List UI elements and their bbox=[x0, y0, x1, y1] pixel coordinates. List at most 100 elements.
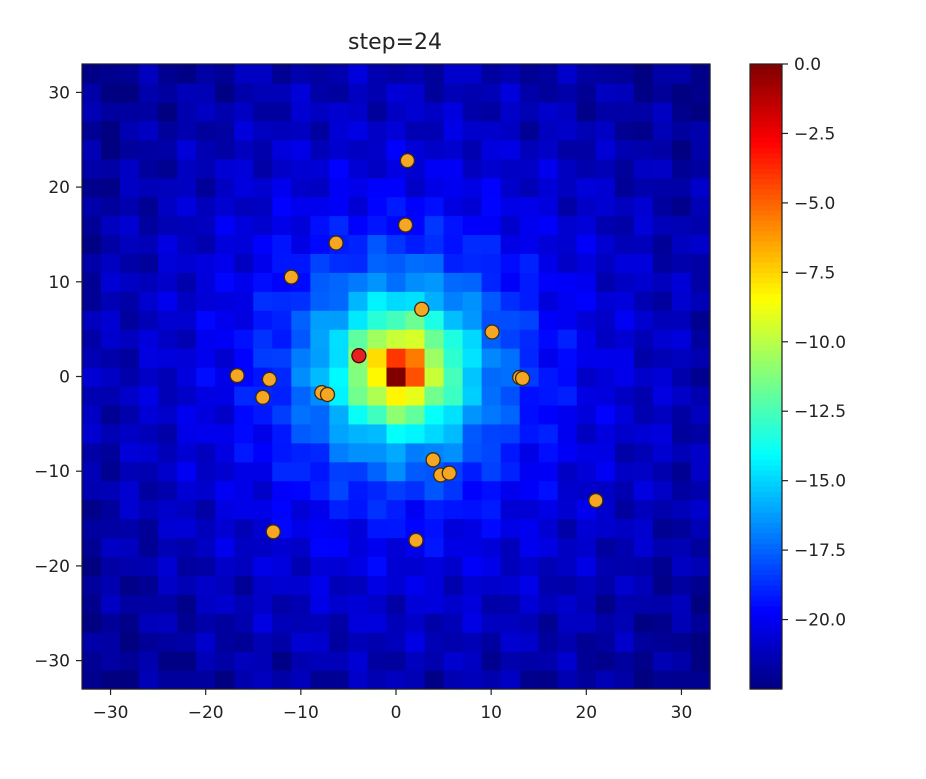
heatmap-cell bbox=[291, 215, 311, 236]
heatmap-cell bbox=[158, 613, 178, 633]
heatmap-cell bbox=[462, 158, 483, 179]
heatmap-cell bbox=[120, 385, 140, 406]
heatmap-cell bbox=[405, 632, 426, 652]
heatmap-cell bbox=[348, 613, 369, 633]
heatmap-cell bbox=[215, 480, 235, 501]
heatmap-cell bbox=[291, 196, 311, 217]
heatmap-cell bbox=[576, 120, 597, 141]
heatmap-cell bbox=[101, 613, 121, 633]
heatmap-cell bbox=[177, 120, 197, 141]
colorbar-segment bbox=[750, 162, 782, 169]
heatmap-cell bbox=[139, 367, 159, 387]
heatmap-cell bbox=[234, 310, 254, 330]
heatmap-cell bbox=[139, 234, 159, 254]
heatmap-cell bbox=[443, 177, 464, 198]
heatmap-cell bbox=[367, 594, 388, 614]
heatmap-cell bbox=[614, 461, 635, 482]
heatmap-cell bbox=[576, 594, 597, 614]
heatmap-cell bbox=[367, 177, 388, 198]
heatmap-cell bbox=[329, 253, 350, 273]
heatmap-cell bbox=[101, 310, 121, 330]
heatmap-cell bbox=[120, 651, 140, 671]
heatmap-cell bbox=[101, 594, 121, 614]
colorbar-segment bbox=[750, 511, 782, 518]
heatmap-cell bbox=[82, 632, 102, 652]
heatmap-cell bbox=[386, 613, 407, 633]
heatmap-cell bbox=[234, 518, 254, 539]
heatmap-cell bbox=[614, 670, 635, 690]
heatmap-cell bbox=[443, 442, 464, 463]
heatmap-cell bbox=[215, 177, 235, 198]
heatmap-cell bbox=[196, 537, 216, 558]
heatmap-cell bbox=[101, 632, 121, 652]
heatmap-cell bbox=[595, 139, 616, 160]
heatmap-cell bbox=[386, 575, 407, 595]
heatmap-cell bbox=[310, 442, 330, 463]
heatmap-cell bbox=[595, 442, 616, 463]
heatmap-cell bbox=[538, 272, 559, 292]
heatmap-cell bbox=[424, 518, 445, 539]
heatmap-cell bbox=[253, 101, 273, 122]
heatmap-cell bbox=[500, 480, 521, 501]
heatmap-cell bbox=[272, 177, 292, 198]
colorbar-segment bbox=[750, 324, 782, 331]
colorbar-segment bbox=[750, 647, 782, 654]
heatmap-cell bbox=[386, 253, 407, 273]
scatter-points bbox=[229, 152, 604, 548]
heatmap-cell bbox=[139, 670, 159, 690]
heatmap-cell bbox=[614, 537, 635, 558]
colorbar-segment bbox=[750, 579, 782, 586]
heatmap-cell bbox=[291, 158, 311, 179]
heatmap-cell bbox=[671, 651, 692, 671]
heatmap-cell bbox=[367, 329, 388, 349]
heatmap-cell bbox=[633, 537, 654, 558]
heatmap-cell bbox=[557, 632, 578, 652]
heatmap-cell bbox=[177, 101, 197, 122]
scatter-point bbox=[484, 324, 500, 340]
heatmap-cell bbox=[196, 329, 216, 349]
heatmap-cell bbox=[633, 158, 654, 179]
heatmap-cell bbox=[120, 64, 140, 84]
colorbar-segment bbox=[750, 246, 782, 253]
heatmap-cell bbox=[82, 404, 102, 425]
colorbar-segment bbox=[750, 595, 782, 602]
heatmap-cell bbox=[348, 158, 369, 179]
heatmap-cell bbox=[310, 82, 330, 103]
colorbar-segment bbox=[750, 261, 782, 268]
heatmap-cell bbox=[310, 367, 330, 387]
heatmap-cell bbox=[462, 404, 483, 425]
heatmap-cell bbox=[234, 632, 254, 652]
heatmap-cell bbox=[291, 404, 311, 425]
heatmap-cell bbox=[557, 348, 578, 368]
heatmap-cell bbox=[158, 442, 178, 463]
heatmap-cell bbox=[614, 64, 635, 84]
heatmap-cell bbox=[462, 480, 483, 501]
heatmap-cell bbox=[177, 670, 197, 690]
colorbar-segment bbox=[750, 465, 782, 471]
heatmap-cell bbox=[215, 632, 235, 652]
heatmap-cell bbox=[500, 537, 521, 558]
heatmap-cell bbox=[234, 537, 254, 558]
heatmap-cell bbox=[481, 537, 502, 558]
heatmap-cell bbox=[576, 348, 597, 368]
heatmap-cell bbox=[443, 613, 464, 633]
heatmap-cell bbox=[177, 310, 197, 330]
heatmap-cell bbox=[158, 253, 178, 273]
heatmap-cell bbox=[215, 272, 235, 292]
heatmap-cell bbox=[538, 594, 559, 614]
heatmap-cell bbox=[329, 385, 350, 406]
heatmap-cell bbox=[291, 310, 311, 330]
heatmap-cell bbox=[576, 234, 597, 254]
heatmap-cell bbox=[576, 632, 597, 652]
heatmap-cell bbox=[633, 329, 654, 349]
heatmap-cell bbox=[443, 556, 464, 576]
heatmap-cell bbox=[538, 537, 559, 558]
heatmap-cell bbox=[291, 537, 311, 558]
heatmap-cell bbox=[595, 196, 616, 217]
heatmap-cell bbox=[139, 442, 159, 463]
heatmap-cell bbox=[671, 82, 692, 103]
heatmap-cell bbox=[690, 348, 711, 368]
colorbar-tick-label: 0.0 bbox=[794, 55, 821, 75]
colorbar-segment bbox=[750, 506, 782, 513]
